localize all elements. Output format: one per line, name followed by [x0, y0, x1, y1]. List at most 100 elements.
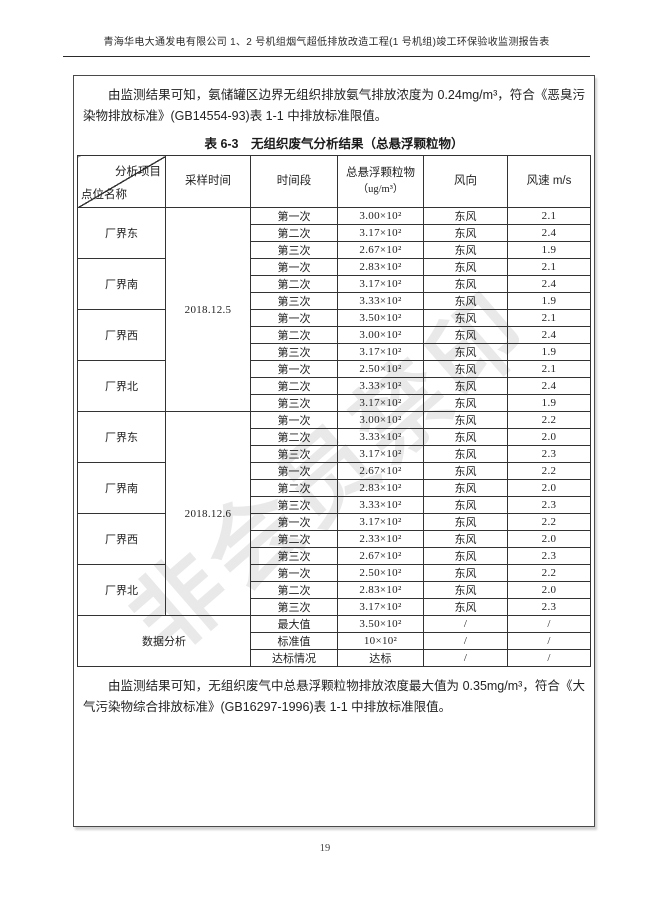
wind-speed-cell: 2.0 [507, 479, 591, 497]
wind-dir-cell: 东风 [423, 224, 508, 242]
wind-dir-cell: 东风 [423, 377, 508, 395]
corner-header-cell: 分析项目 点位名称 [77, 155, 166, 208]
tsp-analysis-table: 分析项目 点位名称 采样时间 时间段 总悬浮颗粒物 （ug/m³） 风向 风速 … [77, 155, 591, 667]
tsp-value-cell: 3.00×10² [337, 326, 424, 344]
period-cell: 第三次 [250, 394, 338, 412]
table-row: 第三次 3.17×10² 东风 1.9 [78, 343, 591, 361]
period-cell: 第一次 [250, 258, 338, 276]
doc-header-title: 青海华电大通发电有限公司 1、2 号机组烟气超低排放改造工程(1 号机组)竣工环… [103, 37, 550, 48]
col-header-wind-speed: 风速 m/s [507, 155, 591, 208]
wind-dir-cell: 东风 [423, 547, 508, 565]
wind-speed-cell: 2.3 [507, 445, 591, 463]
wind-speed-cell: 2.2 [507, 564, 591, 582]
period-cell: 第三次 [250, 343, 338, 361]
period-cell: 第三次 [250, 598, 338, 616]
table-row: 第三次 2.67×10² 东风 2.3 [78, 547, 591, 565]
site-cell: 厂界西 [77, 309, 166, 361]
analysis-item-cell: 最大值 [250, 615, 338, 633]
col-header-tsp-unit: （ug/m³） [357, 183, 404, 195]
tsp-value-cell: 3.33×10² [337, 377, 424, 395]
wind-speed-cell: 2.1 [507, 360, 591, 378]
wind-dir-cell: 东风 [423, 275, 508, 293]
period-cell: 第一次 [250, 360, 338, 378]
wind-dir-cell: 东风 [423, 292, 508, 310]
tsp-value-cell: 2.67×10² [337, 462, 424, 480]
wind-speed-cell: 2.4 [507, 275, 591, 293]
wind-speed-cell: 1.9 [507, 343, 591, 361]
tsp-value-cell: 3.17×10² [337, 224, 424, 242]
period-cell: 第一次 [250, 462, 338, 480]
table-row: 厂界北 第一次 2.50×10² 东风 2.1 [77, 360, 591, 412]
tsp-value-cell: 3.17×10² [337, 445, 424, 463]
table-row: 第二次 3.17×10² 东风 2.4 [78, 275, 591, 293]
wind-dir-cell: 东风 [423, 496, 508, 514]
wind-speed-cell: 1.9 [507, 292, 591, 310]
wind-speed-cell: 2.1 [507, 309, 591, 327]
wind-dir-cell: 东风 [423, 258, 508, 276]
wind-speed-cell: 2.0 [507, 428, 591, 446]
analysis-speed-cell: / [507, 615, 591, 633]
table-row: 厂界东 2018.12.6 第一次 3.00×10² 东风 2.2 [77, 411, 591, 616]
tsp-value-cell: 3.17×10² [337, 513, 424, 531]
period-cell: 第三次 [250, 445, 338, 463]
wind-dir-cell: 东风 [423, 309, 508, 327]
analysis-wind-cell: / [423, 649, 508, 667]
wind-dir-cell: 东风 [423, 394, 508, 412]
wind-speed-cell: 2.3 [507, 496, 591, 514]
header-rule [63, 56, 590, 57]
wind-speed-cell: 2.0 [507, 530, 591, 548]
wind-dir-cell: 东风 [423, 530, 508, 548]
period-cell: 第二次 [250, 224, 338, 242]
wind-speed-cell: 2.4 [507, 224, 591, 242]
period-cell: 第二次 [250, 275, 338, 293]
table-row: 厂界东 2018.12.5 第一次 3.00×10² 东风 2.1 [77, 207, 591, 412]
tsp-value-cell: 2.83×10² [337, 581, 424, 599]
conclusion-paragraph: 由监测结果可知，无组织废气中总悬浮颗粒物排放浓度最大值为 0.35mg/m³，符… [83, 679, 585, 714]
period-cell: 第二次 [250, 428, 338, 446]
analysis-speed-cell: / [507, 649, 591, 667]
site-cell: 厂界东 [77, 207, 166, 259]
wind-dir-cell: 东风 [423, 479, 508, 497]
period-cell: 第二次 [250, 530, 338, 548]
table-row: 第二次 3.00×10² 东风 2.4 [78, 326, 591, 344]
period-cell: 第一次 [250, 207, 338, 225]
period-cell: 第一次 [250, 513, 338, 531]
table-row: 第三次 3.33×10² 东风 2.3 [78, 496, 591, 514]
wind-dir-cell: 东风 [423, 360, 508, 378]
wind-speed-cell: 2.0 [507, 581, 591, 599]
analysis-value-cell: 10×10² [337, 632, 424, 650]
period-cell: 第三次 [250, 241, 338, 259]
wind-speed-cell: 1.9 [507, 241, 591, 259]
page-number: 19 [319, 843, 331, 854]
wind-dir-cell: 东风 [423, 564, 508, 582]
wind-dir-cell: 东风 [423, 598, 508, 616]
analysis-value-cell: 达标 [337, 649, 424, 667]
analysis-speed-cell: / [507, 632, 591, 650]
tsp-value-cell: 3.17×10² [337, 598, 424, 616]
table-row: 第二次 3.33×10² 东风 2.4 [78, 377, 591, 395]
site-cell: 厂界西 [77, 513, 166, 565]
analysis-wind-cell: / [423, 632, 508, 650]
wind-dir-cell: 东风 [423, 241, 508, 259]
site-cell: 厂界南 [77, 258, 166, 310]
analysis-wind-cell: / [423, 615, 508, 633]
wind-speed-cell: 2.4 [507, 326, 591, 344]
col-header-tsp-name: 总悬浮颗粒物 [346, 166, 415, 179]
wind-speed-cell: 2.3 [507, 547, 591, 565]
col-header-tsp: 总悬浮颗粒物 （ug/m³） [337, 155, 424, 208]
corner-label-site-name: 点位名称 [81, 188, 127, 201]
site-cell: 厂界东 [77, 411, 166, 463]
period-cell: 第一次 [250, 411, 338, 429]
wind-dir-cell: 东风 [423, 445, 508, 463]
table-row: 第三次 3.33×10² 东风 1.9 [78, 292, 591, 310]
table-row: 第二次 2.83×10² 东风 2.0 [78, 581, 591, 599]
tsp-value-cell: 2.67×10² [337, 547, 424, 565]
tsp-value-cell: 3.17×10² [337, 394, 424, 412]
wind-speed-cell: 2.2 [507, 513, 591, 531]
table-header-row: 分析项目 点位名称 采样时间 时间段 总悬浮颗粒物 （ug/m³） 风向 风速 … [77, 155, 591, 208]
col-header-period: 时间段 [250, 155, 338, 208]
tsp-value-cell: 3.17×10² [337, 275, 424, 293]
period-cell: 第三次 [250, 547, 338, 565]
col-header-wind-dir: 风向 [423, 155, 508, 208]
col-header-sample-time: 采样时间 [165, 155, 251, 208]
